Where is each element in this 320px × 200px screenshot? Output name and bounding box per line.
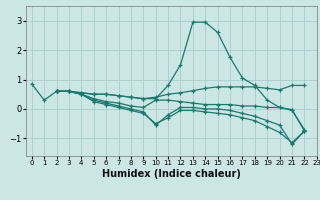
X-axis label: Humidex (Indice chaleur): Humidex (Indice chaleur)	[102, 169, 241, 179]
